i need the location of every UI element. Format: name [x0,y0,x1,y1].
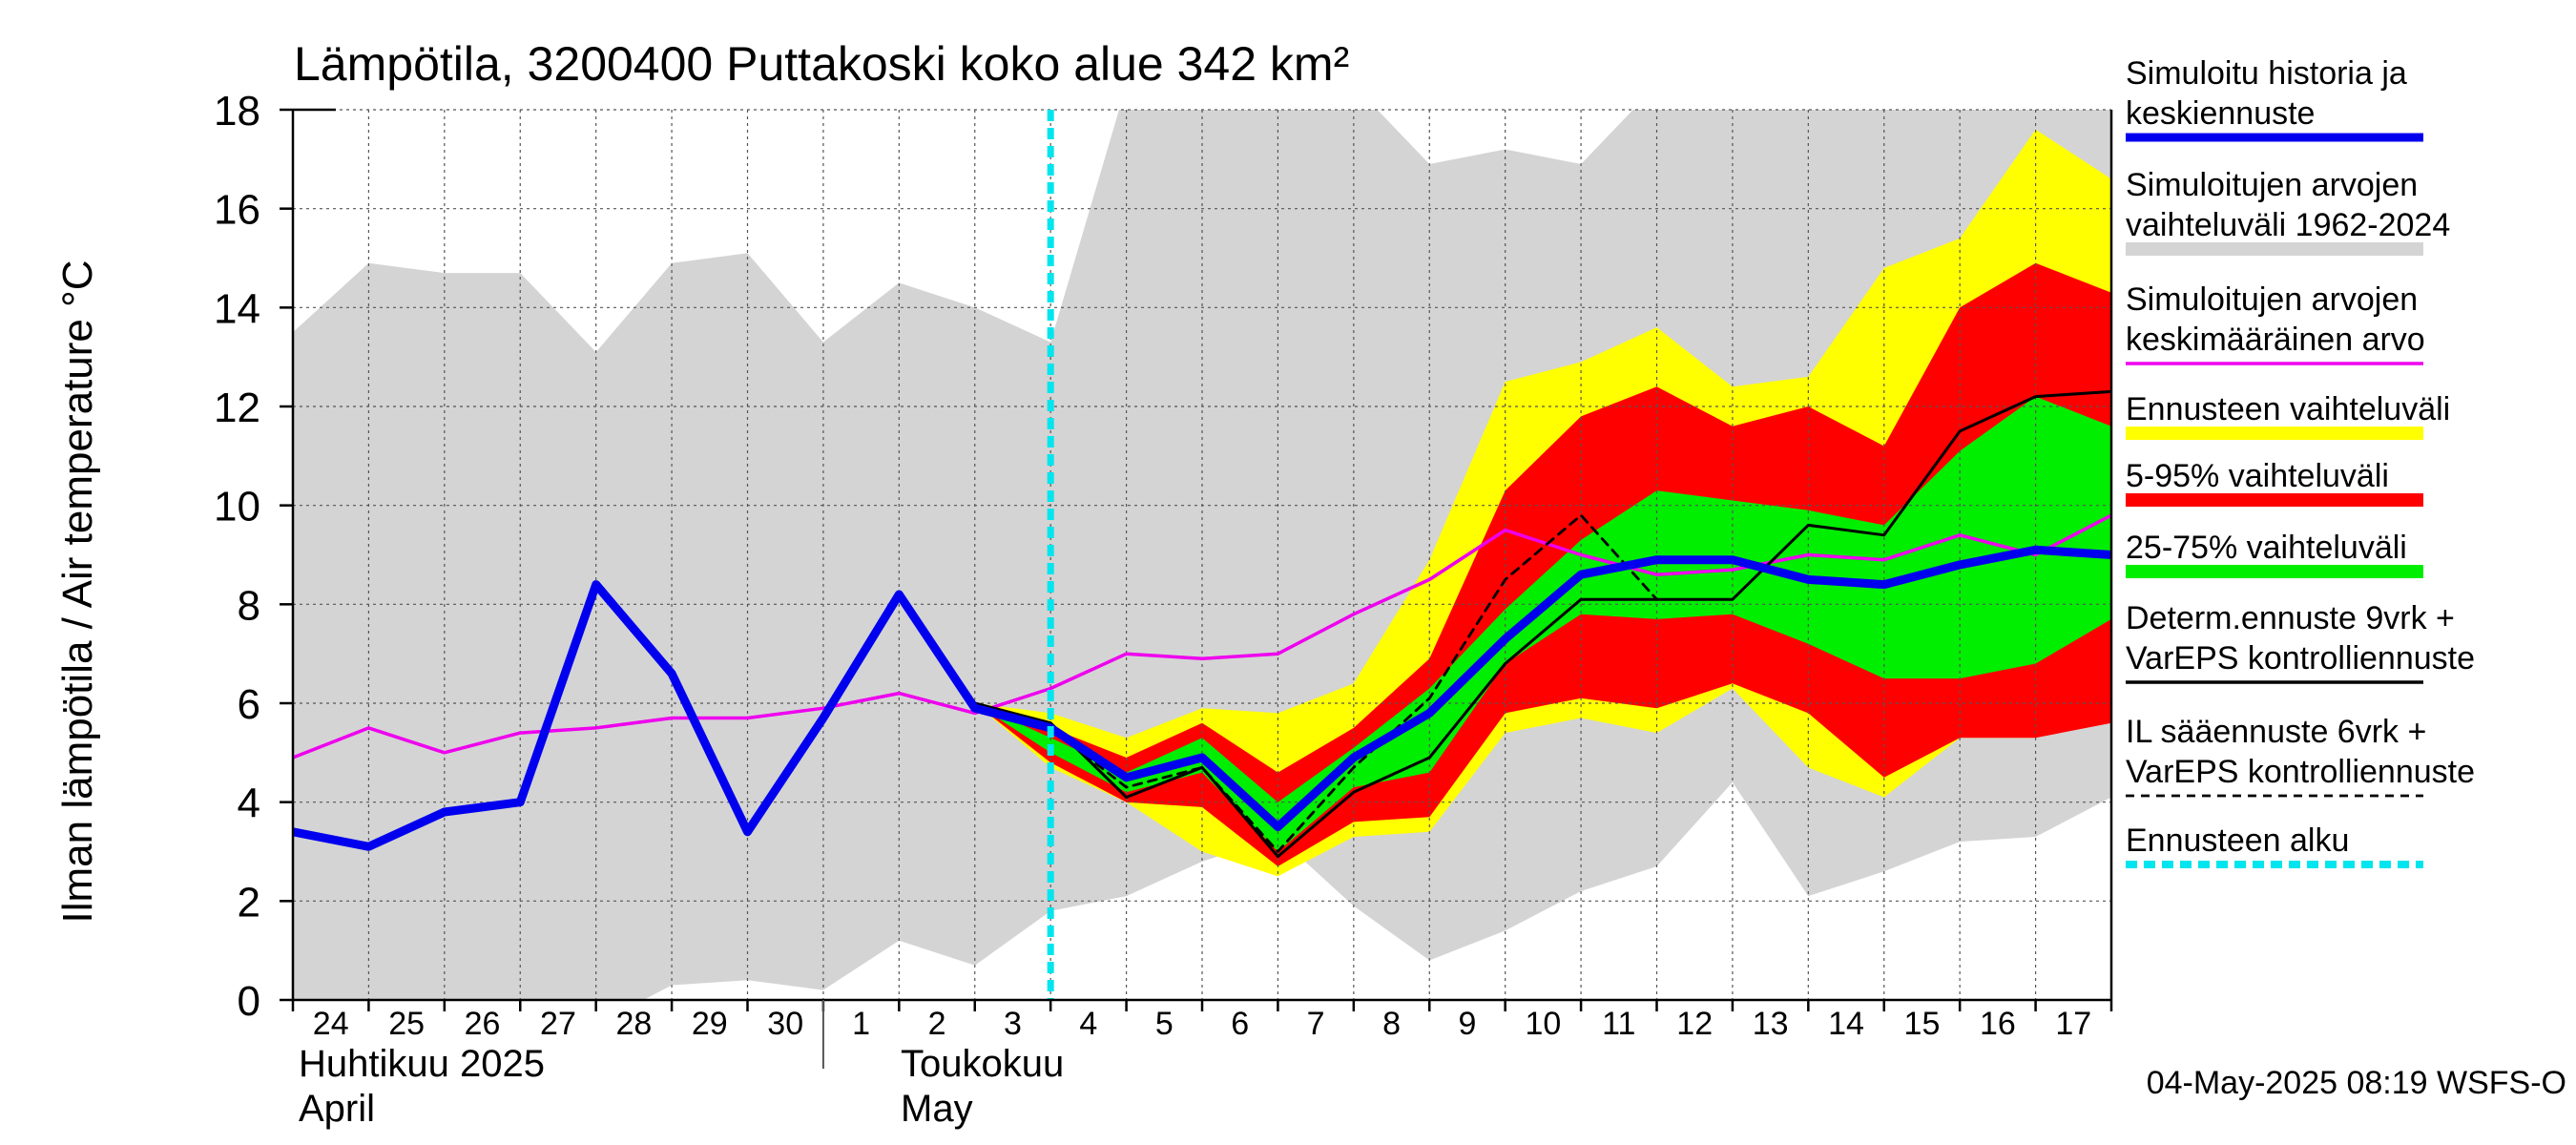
legend-label: VarEPS kontrolliennuste [2126,640,2475,677]
x-tick-label: 12 [1676,1006,1713,1042]
y-axis-ticks: 0 2 4 6 8 10 12 14 16 18 [214,88,293,1025]
plot-grid [293,109,2111,1000]
legend-label: Simuloitujen arvojen [2126,281,2418,318]
x-tick-label: 28 [615,1006,652,1042]
legend-label: vaihteluväli 1962-2024 [2126,207,2450,243]
band-25-75-vaihteluv-li [974,396,2111,852]
x-tick-label: 27 [540,1006,576,1042]
plot-lines [293,110,2111,1000]
y-tick-label: 8 [238,582,260,629]
x-tick-label: 5 [1155,1006,1174,1042]
chart-title: Lämpötila, 3200400 Puttakoski koko alue … [294,37,1349,91]
x-tick-label: 30 [767,1006,803,1042]
x-tick-label: 29 [692,1006,728,1042]
y-tick-label: 16 [214,187,260,234]
x-tick-label: 6 [1231,1006,1249,1042]
month-label-en: May [901,1088,973,1130]
x-tick-label: 13 [1753,1006,1789,1042]
footer-timestamp: 04-May-2025 08:19 WSFS-O [2147,1065,2566,1101]
x-tick-label: 8 [1382,1006,1401,1042]
y-tick-label: 4 [238,781,260,827]
legend-label: IL sääennuste 6vrk + [2126,714,2426,750]
y-tick-label: 12 [214,385,260,431]
legend-label: keskiennuste [2126,95,2315,132]
y-tick-label: 14 [214,285,260,332]
x-tick-label: 9 [1458,1006,1476,1042]
y-tick-label: 6 [238,681,260,728]
x-tick-label: 15 [1904,1006,1941,1042]
legend-label: 25-75% vaihteluväli [2126,530,2407,566]
y-tick-label: 2 [238,879,260,926]
x-tick-label: 4 [1079,1006,1097,1042]
x-axis-ticks: 24 25 26 27 28 29 30 1 2 3 4 5 6 7 8 9 10 11 12 13 14 15 16 17H… [291,1000,2113,1130]
legend-label: VarEPS kontrolliennuste [2126,754,2475,790]
x-tick-label: 14 [1828,1006,1864,1042]
x-tick-label: 17 [2055,1006,2091,1042]
x-tick-label: 26 [465,1006,501,1042]
legend-label: Ennusteen alku [2126,822,2349,859]
legend-label: Determ.ennuste 9vrk + [2126,600,2455,636]
line-simuloitu-historia-ja-keskiennuste [293,545,2111,851]
legend-label: Simuloitujen arvojen [2126,167,2418,203]
line-simuloitujen-arvojen-keskim-r-inen-arvo [293,513,2111,760]
x-tick-label: 16 [1980,1006,2016,1042]
legend-label: Ennusteen vaihteluväli [2126,391,2450,427]
x-tick-label: 25 [388,1006,425,1042]
band-5-95-vaihteluv-li [974,262,2111,866]
x-tick-label: 10 [1525,1006,1561,1042]
month-label-fi: Toukokuu [901,1043,1064,1085]
y-tick-label: 18 [214,88,260,135]
y-axis-label: Ilman lämpötila / Air temperature °C [54,260,101,924]
legend-label: 5-95% vaihteluväli [2126,458,2389,494]
month-label-fi: Huhtikuu 2025 [299,1043,545,1085]
x-tick-label: 1 [852,1006,870,1042]
x-tick-label: 2 [928,1006,946,1042]
line-determ-ennuste-9vrk-vareps-kontrolliennuste [897,389,2111,859]
x-tick-label: 7 [1307,1006,1325,1042]
month-label-en: April [299,1088,375,1130]
y-tick-label: 10 [214,484,260,531]
x-tick-label: 24 [313,1006,349,1042]
x-tick-label: 11 [1602,1006,1635,1042]
y-tick-label: 0 [238,978,260,1025]
legend-label: Simuloitu historia ja [2126,55,2407,92]
x-tick-label: 3 [1004,1006,1022,1042]
legend-label: keskimääräinen arvo [2126,322,2425,358]
